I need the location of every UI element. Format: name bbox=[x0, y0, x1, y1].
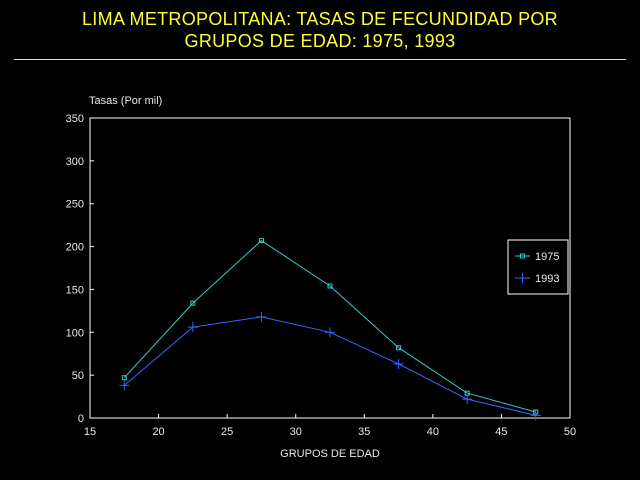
y-tick-label: 50 bbox=[72, 370, 84, 382]
data-point-1993 bbox=[393, 359, 404, 369]
legend-entry-1975: 1975 bbox=[515, 251, 559, 263]
chart-title-line-2: GRUPOS DE EDAD: 1975, 1993 bbox=[184, 31, 456, 51]
series-layer bbox=[119, 238, 541, 421]
legend-label: 1975 bbox=[535, 251, 559, 263]
series-1993 bbox=[119, 311, 541, 421]
series-1975 bbox=[121, 238, 539, 415]
data-point-1993 bbox=[530, 410, 541, 421]
chart-title-line-1: LIMA METROPOLITANA: TASAS DE FECUNDIDAD … bbox=[82, 9, 558, 29]
legend: 1975 1993 bbox=[507, 239, 569, 295]
legend-entry-1993: 1993 bbox=[515, 273, 559, 285]
data-point-1993 bbox=[256, 311, 267, 322]
legend-marker bbox=[520, 253, 525, 259]
title-divider bbox=[14, 59, 626, 60]
data-point-1993 bbox=[119, 380, 130, 391]
y-tick-label: 300 bbox=[66, 156, 84, 168]
y-tick-label: 100 bbox=[66, 327, 84, 339]
legend-entries: 1975 1993 bbox=[515, 251, 559, 285]
x-tick-label: 50 bbox=[564, 426, 576, 438]
y-tick-label: 350 bbox=[66, 113, 84, 125]
x-tick-label: 35 bbox=[358, 426, 370, 438]
x-tick-label: 40 bbox=[427, 426, 439, 438]
series-line-1975 bbox=[123, 239, 536, 413]
plot-area-frame bbox=[89, 117, 571, 419]
legend-label: 1993 bbox=[535, 273, 559, 285]
data-point-1993 bbox=[462, 394, 473, 405]
data-point-1993 bbox=[325, 327, 335, 338]
y-tick-label: 150 bbox=[66, 284, 84, 296]
data-point-1993 bbox=[187, 322, 198, 333]
x-tick-label: 25 bbox=[221, 426, 233, 438]
y-tick-label: 0 bbox=[78, 413, 84, 425]
chart-title: LIMA METROPOLITANA: TASAS DE FECUNDIDAD … bbox=[0, 8, 640, 52]
y-axis-label: Tasas (Por mil) bbox=[89, 95, 162, 107]
x-tick-label: 15 bbox=[84, 426, 96, 438]
data-point-1975 bbox=[258, 238, 264, 244]
data-point-1975 bbox=[396, 345, 402, 351]
legend-box bbox=[507, 239, 569, 295]
data-point-1975 bbox=[327, 283, 333, 289]
x-axis-label: GRUPOS DE EDAD bbox=[280, 448, 380, 460]
y-tick-label: 200 bbox=[66, 242, 84, 254]
x-tick-label: 45 bbox=[495, 426, 507, 438]
x-tick-label: 20 bbox=[152, 426, 164, 438]
data-point-1975 bbox=[190, 300, 196, 306]
legend-marker bbox=[517, 273, 528, 283]
y-tick-label: 250 bbox=[66, 199, 84, 211]
x-tick-label: 30 bbox=[290, 426, 302, 438]
axes: 0 50 100 150 200 250 300 350 15 20 25 30 35 40 45 50 bbox=[66, 113, 576, 438]
data-point-1975 bbox=[121, 375, 127, 381]
